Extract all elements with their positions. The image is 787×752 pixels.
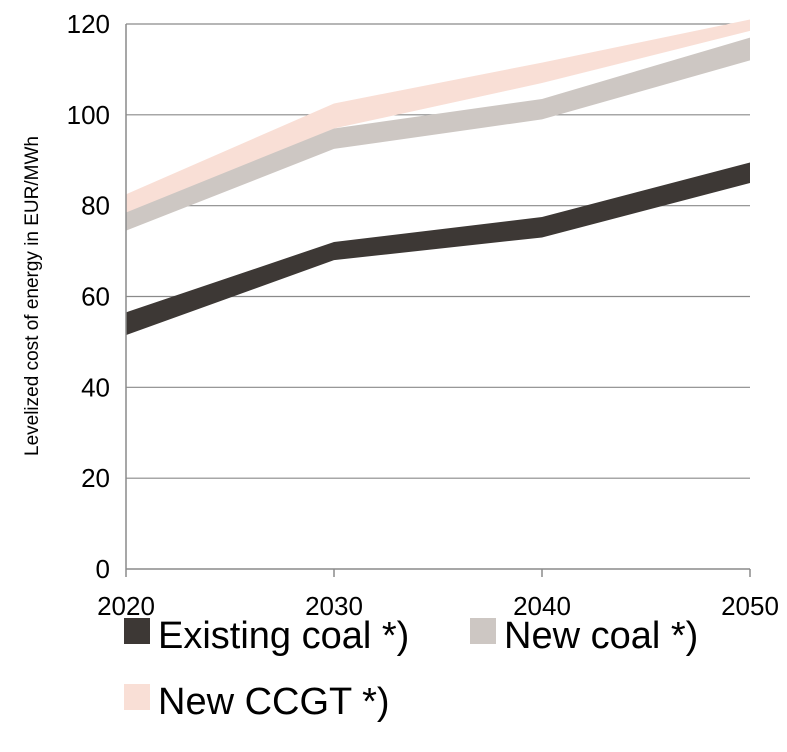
y-axis-title: Levelized cost of energy in EUR/MWh [22,136,43,456]
series-band-0 [126,162,750,336]
y-tick-label: 40 [81,372,110,402]
y-tick-label: 100 [67,100,110,130]
y-tick-label: 80 [81,191,110,221]
x-tick-labels: 2020 2030 2040 2050 [97,569,779,621]
x-tick-label: 2030 [305,591,363,621]
x-tick-label: 2050 [721,591,779,621]
y-tick-label: 120 [67,9,110,39]
y-tick-label: 0 [96,554,110,584]
legend-swatch-1 [470,618,496,644]
legend-swatch-2 [124,684,150,710]
y-tick-labels: 0 20 40 60 80 100 120 [67,9,110,584]
legend-label-1: New coal *) [504,615,698,657]
x-tick-label: 2020 [97,591,155,621]
series-band-1 [126,37,750,231]
series-bands [126,19,750,336]
legend-swatch-0 [124,618,150,644]
y-tick-label: 20 [81,463,110,493]
y-tick-label: 60 [81,282,110,312]
legend: Existing coal *) New coal *) New CCGT *) [124,615,698,723]
legend-label-0: Existing coal *) [158,615,409,657]
x-tick-label: 2040 [513,591,571,621]
axes [125,24,750,570]
series-band-2 [126,19,750,215]
legend-label-2: New CCGT *) [158,681,390,723]
